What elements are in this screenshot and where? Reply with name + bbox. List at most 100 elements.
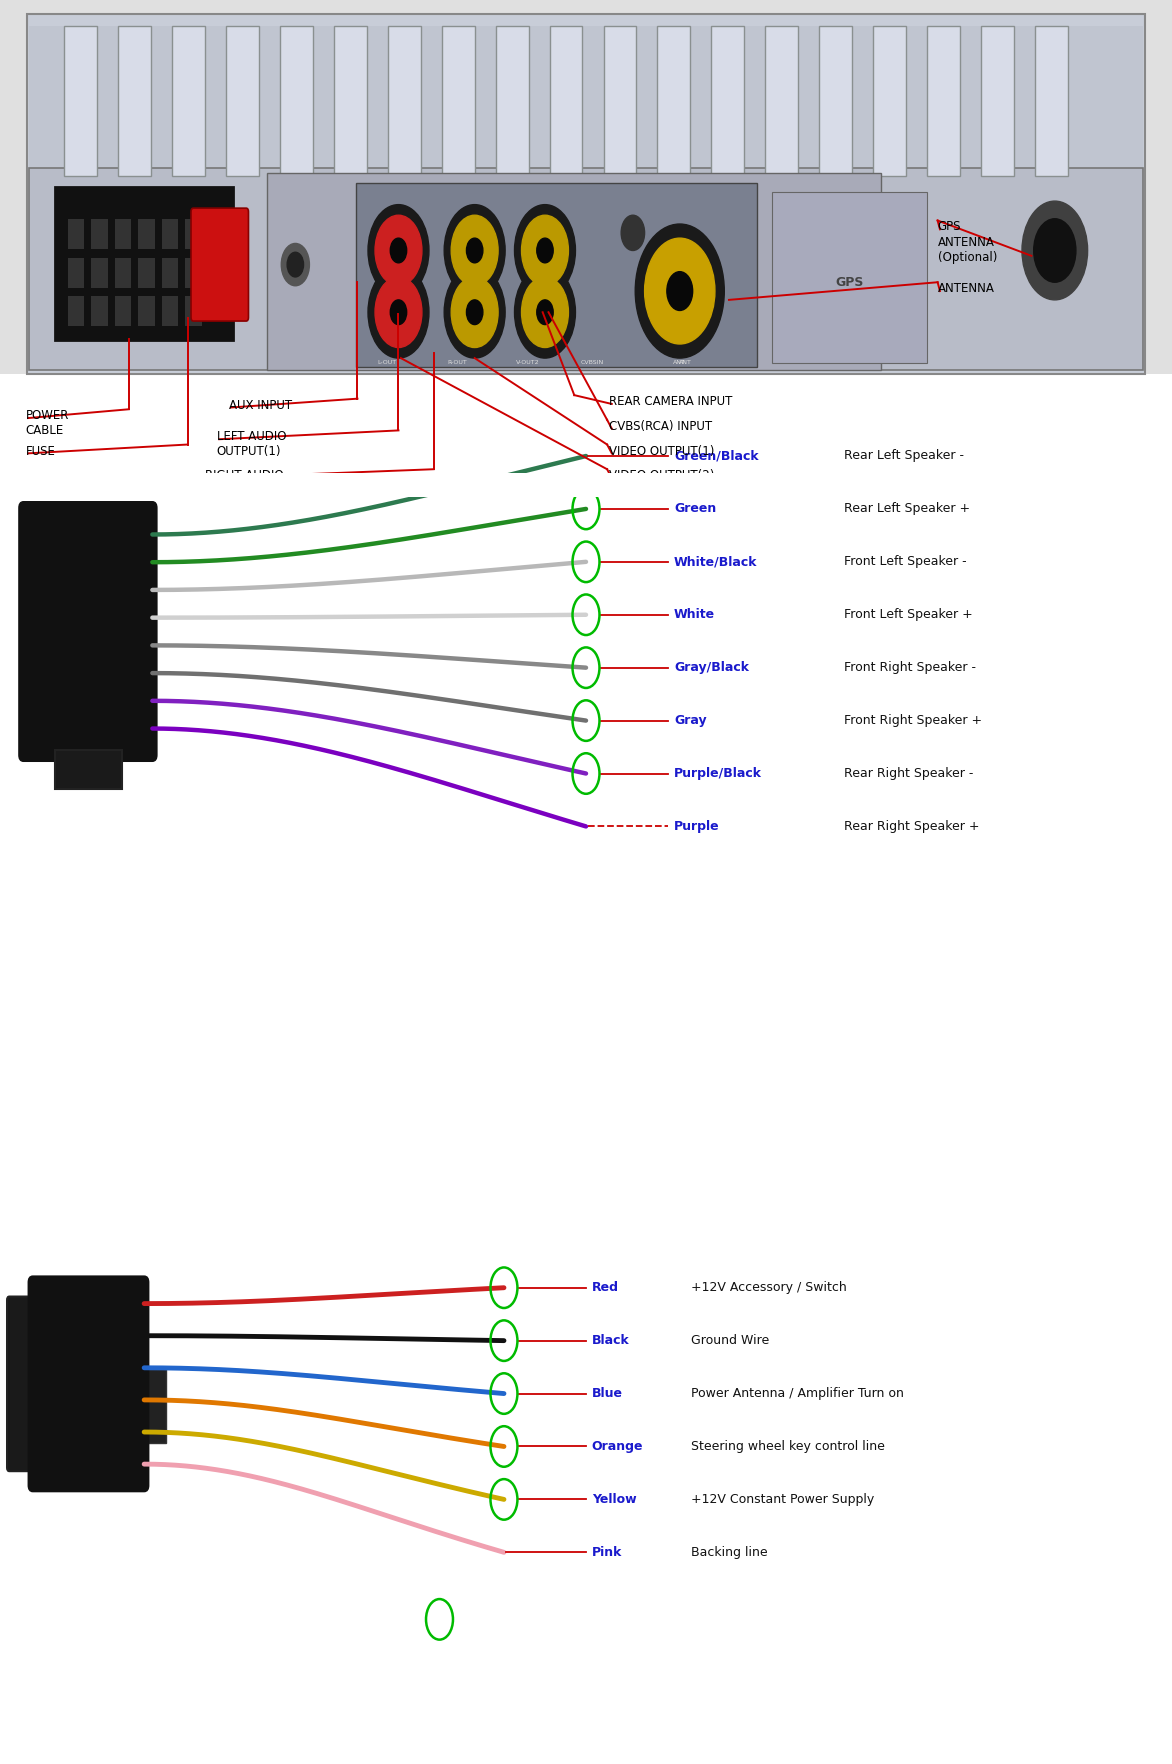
Circle shape <box>522 277 568 348</box>
FancyBboxPatch shape <box>172 26 205 176</box>
Circle shape <box>515 205 575 296</box>
Text: Rear Right Speaker -: Rear Right Speaker - <box>844 767 973 780</box>
Circle shape <box>375 277 422 348</box>
Circle shape <box>390 238 407 263</box>
FancyBboxPatch shape <box>442 26 475 176</box>
FancyBboxPatch shape <box>29 168 1143 370</box>
FancyBboxPatch shape <box>185 296 202 326</box>
FancyBboxPatch shape <box>356 183 757 367</box>
Text: GPS
ANTENNA
(Optional): GPS ANTENNA (Optional) <box>938 220 997 263</box>
FancyBboxPatch shape <box>55 750 122 789</box>
Text: White/Black: White/Black <box>674 556 757 568</box>
Text: GPS: GPS <box>836 275 864 289</box>
Text: Front Left Speaker -: Front Left Speaker - <box>844 556 967 568</box>
FancyBboxPatch shape <box>115 219 131 249</box>
Text: ANTENNA: ANTENNA <box>938 282 995 295</box>
Text: +12V Constant Power Supply: +12V Constant Power Supply <box>691 1492 874 1506</box>
Text: CVBSIN: CVBSIN <box>580 360 604 365</box>
Text: Black: Black <box>592 1334 629 1348</box>
Text: Backing line: Backing line <box>691 1545 768 1559</box>
Text: ANT: ANT <box>674 360 686 365</box>
FancyBboxPatch shape <box>927 26 960 176</box>
Text: Red: Red <box>592 1281 619 1295</box>
FancyBboxPatch shape <box>91 296 108 326</box>
FancyBboxPatch shape <box>1035 26 1068 176</box>
Text: Front Right Speaker -: Front Right Speaker - <box>844 662 976 674</box>
FancyBboxPatch shape <box>138 258 155 288</box>
Circle shape <box>390 300 407 325</box>
Text: +12V Accessory / Switch: +12V Accessory / Switch <box>691 1281 847 1295</box>
Text: V-OUT2: V-OUT2 <box>516 360 539 365</box>
FancyBboxPatch shape <box>765 26 798 176</box>
FancyBboxPatch shape <box>115 296 131 326</box>
FancyBboxPatch shape <box>27 14 1145 374</box>
FancyBboxPatch shape <box>0 473 1172 497</box>
FancyBboxPatch shape <box>873 26 906 176</box>
Text: CVBS(RCA) INPUT: CVBS(RCA) INPUT <box>609 420 713 432</box>
Text: Steering wheel key control line: Steering wheel key control line <box>691 1439 885 1454</box>
Text: Blue: Blue <box>592 1387 622 1401</box>
FancyBboxPatch shape <box>604 26 636 176</box>
FancyBboxPatch shape <box>91 258 108 288</box>
FancyBboxPatch shape <box>334 26 367 176</box>
FancyBboxPatch shape <box>185 219 202 249</box>
Circle shape <box>1022 201 1088 300</box>
Text: AUX INPUT: AUX INPUT <box>229 399 292 411</box>
Circle shape <box>621 215 645 250</box>
Text: LEFT AUDIO
OUTPUT(1): LEFT AUDIO OUTPUT(1) <box>217 430 286 459</box>
FancyBboxPatch shape <box>29 1277 148 1491</box>
Text: Green/Black: Green/Black <box>674 450 758 462</box>
Text: Rear Right Speaker +: Rear Right Speaker + <box>844 820 980 833</box>
FancyBboxPatch shape <box>143 1369 166 1443</box>
Text: ANT: ANT <box>680 360 691 365</box>
FancyBboxPatch shape <box>550 26 582 176</box>
FancyBboxPatch shape <box>0 0 1172 374</box>
Circle shape <box>368 266 429 358</box>
FancyBboxPatch shape <box>29 26 1143 176</box>
Circle shape <box>1034 219 1076 282</box>
FancyBboxPatch shape <box>772 192 927 363</box>
FancyBboxPatch shape <box>162 258 178 288</box>
Text: R-OUT: R-OUT <box>448 360 466 365</box>
Circle shape <box>515 266 575 358</box>
Circle shape <box>375 215 422 286</box>
FancyBboxPatch shape <box>280 26 313 176</box>
Text: Pink: Pink <box>592 1545 622 1559</box>
Text: Gray/Black: Gray/Black <box>674 662 749 674</box>
Text: Gray: Gray <box>674 714 707 727</box>
FancyBboxPatch shape <box>68 296 84 326</box>
FancyBboxPatch shape <box>91 219 108 249</box>
Circle shape <box>444 205 505 296</box>
Text: Rear Left Speaker -: Rear Left Speaker - <box>844 450 963 462</box>
Circle shape <box>635 224 724 358</box>
FancyBboxPatch shape <box>68 219 84 249</box>
FancyBboxPatch shape <box>55 187 233 340</box>
Circle shape <box>522 215 568 286</box>
FancyBboxPatch shape <box>267 173 881 370</box>
Text: Ground Wire: Ground Wire <box>691 1334 770 1348</box>
Text: RIGHT AUDIO
OUTPUT(2): RIGHT AUDIO OUTPUT(2) <box>205 469 284 497</box>
FancyBboxPatch shape <box>657 26 690 176</box>
FancyBboxPatch shape <box>115 258 131 288</box>
FancyBboxPatch shape <box>185 258 202 288</box>
Text: VIDEO OUTPUT(2): VIDEO OUTPUT(2) <box>609 469 715 482</box>
FancyBboxPatch shape <box>7 1297 38 1471</box>
Circle shape <box>287 252 304 277</box>
FancyBboxPatch shape <box>496 26 529 176</box>
Circle shape <box>537 300 553 325</box>
Circle shape <box>451 277 498 348</box>
Circle shape <box>537 238 553 263</box>
FancyBboxPatch shape <box>819 26 852 176</box>
Circle shape <box>667 272 693 310</box>
Text: POWER
CABLE: POWER CABLE <box>26 409 69 437</box>
Circle shape <box>368 205 429 296</box>
Text: FUSE: FUSE <box>26 445 55 457</box>
Text: Front Right Speaker +: Front Right Speaker + <box>844 714 982 727</box>
Text: L-OUT: L-OUT <box>377 360 396 365</box>
Circle shape <box>451 215 498 286</box>
FancyBboxPatch shape <box>0 864 1172 891</box>
FancyBboxPatch shape <box>118 26 151 176</box>
FancyBboxPatch shape <box>68 258 84 288</box>
Circle shape <box>466 300 483 325</box>
FancyBboxPatch shape <box>981 26 1014 176</box>
